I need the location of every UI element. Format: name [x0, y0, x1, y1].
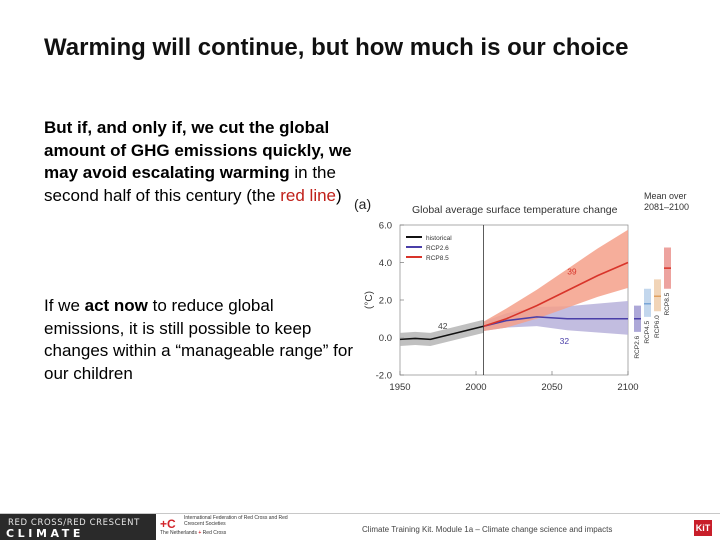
- logo-top-text: RED CROSS/RED CRESCENT: [8, 518, 140, 528]
- range-bar-label: RCP8.5: [664, 292, 671, 315]
- chart-title: Global average surface temperature chang…: [412, 204, 618, 216]
- ifrc-name: International Federation of Red Cross an…: [184, 515, 288, 527]
- red-line-label: red line: [280, 185, 337, 205]
- mean-period-label: 2081–2100: [644, 202, 689, 212]
- slide-title: Warming will continue, but how much is o…: [44, 34, 629, 61]
- logo-bottom-text: CLIMATE CENTRE: [6, 527, 84, 553]
- rcp26-line: [483, 316, 628, 328]
- range-bar-label: RCP4.5: [644, 320, 651, 343]
- y-tick-label: 2.0: [379, 296, 392, 307]
- nl-rc-text: Red Cross: [202, 530, 227, 536]
- paragraph-act-now: If we act now to reduce global emissions…: [44, 295, 354, 385]
- x-tick-label: 2100: [617, 382, 638, 393]
- temperature-chart: (a) Global average surface temperature ch…: [354, 191, 689, 393]
- nl-text: The Netherlands: [160, 530, 197, 536]
- y-tick-label: 6.0: [379, 221, 392, 232]
- x-tick-label: 1950: [389, 382, 410, 393]
- rcp85-line: [483, 261, 629, 328]
- historical-line: [399, 325, 484, 341]
- x-tick-label: 2050: [541, 382, 562, 393]
- range-bar: [654, 279, 661, 312]
- para2-start: If we: [44, 296, 85, 315]
- legend-label: RCP8.5: [426, 255, 449, 262]
- chart-panel-label: (a): [354, 196, 371, 212]
- footer-caption: Climate Training Kit. Module 1a – Climat…: [362, 525, 613, 534]
- rcp85-band: [483, 229, 628, 331]
- range-bar-label: RCP6.0: [654, 315, 661, 338]
- range-bar: [644, 288, 651, 317]
- footer-divider: [0, 513, 720, 514]
- y-tick-label: 4.0: [379, 258, 392, 269]
- climate-centre-logo: RED CROSS/RED CRESCENT CLIMATE CENTRE: [0, 514, 156, 553]
- y-tick-label: 0.0: [379, 333, 392, 344]
- ifrc-logo: +C International Federation of Red Cross…: [160, 515, 310, 538]
- para1-bold: But if, and only if, we cut the global a…: [44, 118, 352, 182]
- kit-logo: KiT: [694, 520, 712, 536]
- para1-end: ): [336, 185, 342, 205]
- legend-label: RCP2.6: [426, 245, 449, 252]
- rcp26-model-count: 32: [560, 336, 570, 346]
- para2-text: to reduce global emissions, it is still …: [44, 296, 354, 383]
- small-cross-icon: +: [198, 530, 202, 536]
- y-axis-label: (°C): [364, 291, 375, 309]
- range-bar-label: RCP2.6: [634, 335, 641, 358]
- x-tick-label: 2000: [465, 382, 486, 393]
- hist-model-count: 42: [438, 321, 448, 331]
- para1-text: in the second half of this century (the: [44, 163, 336, 205]
- paragraph-cut-emissions: But if, and only if, we cut the global a…: [44, 117, 354, 207]
- rcp85-model-count: 39: [567, 267, 577, 277]
- netherlands-red-cross: The Netherlands + Red Cross: [160, 530, 226, 536]
- legend-label: historical: [426, 235, 452, 242]
- red-cross-icon: +C: [160, 517, 176, 531]
- mean-over-label: Mean over: [644, 191, 687, 201]
- y-tick-label: -2.0: [376, 371, 392, 382]
- act-now-bold: act now: [84, 296, 148, 315]
